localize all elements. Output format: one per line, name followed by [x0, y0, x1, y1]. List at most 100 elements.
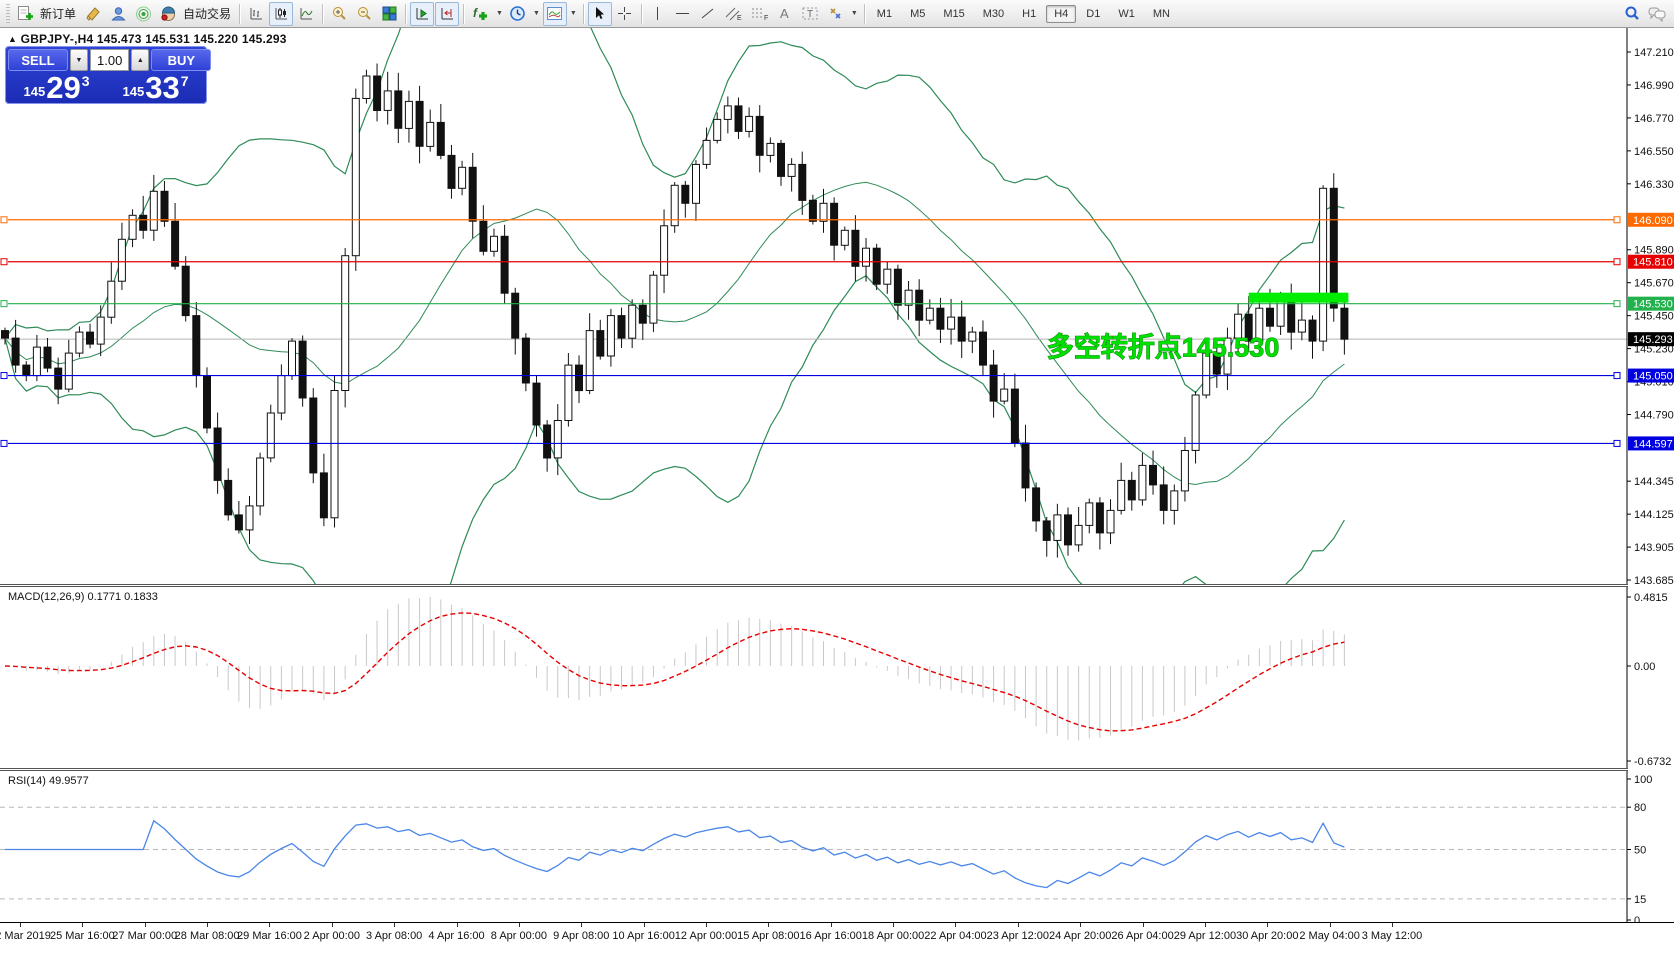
- sell-price-pips: 29: [46, 70, 81, 105]
- templates-button[interactable]: [542, 1, 567, 26]
- chart-shift-icon: [441, 8, 453, 20]
- arrows-dropdown[interactable]: ▼: [850, 10, 858, 17]
- timeframe-h1[interactable]: H1: [1022, 7, 1037, 20]
- svg-text:f: f: [473, 6, 478, 20]
- cursor-icon: [596, 7, 605, 19]
- profile-button[interactable]: [106, 2, 130, 26]
- svg-text:147.210: 147.210: [1634, 47, 1674, 59]
- macd-panel[interactable]: 0.4815 0.00 -0.6732 MACD(12,26,9) 0.1771 0.…: [0, 584, 1674, 768]
- text-letter: A: [780, 6, 789, 21]
- crosshair-icon: [618, 7, 632, 20]
- svg-text:0.4815: 0.4815: [1634, 592, 1668, 604]
- time-label: 3 May 12:00: [1361, 930, 1423, 942]
- text-tool-button[interactable]: A: [773, 2, 797, 26]
- time-tick: [893, 923, 895, 927]
- new-order-button[interactable]: [13, 2, 37, 26]
- collapse-arrow-icon[interactable]: ▲: [8, 34, 18, 44]
- timeframe-m30[interactable]: M30: [982, 7, 1005, 20]
- separator: [463, 3, 465, 24]
- arrows-icon: [830, 8, 841, 19]
- timeframe-mn[interactable]: MN: [1152, 7, 1170, 20]
- svg-text:143.905: 143.905: [1634, 542, 1674, 554]
- time-label: 24 Apr 20:00: [1048, 930, 1112, 942]
- volume-up-button[interactable]: ▲: [131, 49, 150, 71]
- svg-text:143.685: 143.685: [1634, 575, 1674, 584]
- volume-down-button[interactable]: ▼: [70, 49, 88, 71]
- time-tick: [1267, 923, 1269, 927]
- timeframe-w1[interactable]: W1: [1118, 7, 1135, 20]
- time-tick: [1142, 923, 1144, 927]
- time-tick: [82, 923, 84, 927]
- periods-button[interactable]: [506, 2, 530, 26]
- search-button[interactable]: [1620, 2, 1644, 26]
- signals-button[interactable]: [131, 2, 155, 26]
- time-label: 22 Apr 04:00: [924, 930, 987, 942]
- new-order-label[interactable]: 新订单: [40, 7, 77, 21]
- bar-chart-mode-button[interactable]: [244, 2, 268, 26]
- channel-tool-button[interactable]: E: [721, 2, 746, 26]
- fibo-tool-button[interactable]: F: [747, 2, 772, 26]
- buy-price-display[interactable]: 145 33 7: [107, 70, 204, 105]
- chart-window[interactable]: 多空转折点145.530 147.210 146.990 146.770 146.550…: [0, 28, 1674, 954]
- sell-price-display[interactable]: 145 29 3: [8, 70, 105, 105]
- buy-price-pips: 33: [145, 70, 180, 105]
- buy-button[interactable]: BUY: [151, 49, 212, 71]
- crosshair-tool-button[interactable]: [613, 2, 637, 26]
- chart-shift-button[interactable]: [435, 1, 460, 26]
- templates-dropdown[interactable]: ▼: [569, 10, 577, 17]
- zoom-out-button[interactable]: [352, 2, 376, 26]
- timeframe-m1[interactable]: M1: [876, 7, 893, 20]
- separator: [405, 3, 407, 24]
- volume-input[interactable]: 1.00: [90, 49, 130, 71]
- indicators-dropdown[interactable]: ▼: [496, 10, 503, 17]
- zoom-in-button[interactable]: [327, 2, 351, 26]
- trendline-tool-button[interactable]: [696, 2, 720, 26]
- search-icon: [1625, 6, 1639, 20]
- svg-text:144.790: 144.790: [1634, 410, 1674, 422]
- timeframe-m5[interactable]: M5: [910, 7, 926, 20]
- autotrade-button[interactable]: [156, 2, 180, 26]
- time-tick: [1329, 923, 1331, 927]
- template-icon: [547, 7, 563, 20]
- time-tick: [518, 923, 520, 927]
- svg-text:多空转折点145.530: 多空转折点145.530: [1047, 332, 1280, 363]
- toolbar-grip[interactable]: [6, 3, 10, 24]
- main-price-chart[interactable]: 多空转折点145.530 147.210 146.990 146.770 146.550…: [0, 28, 1674, 584]
- autotrade-label[interactable]: 自动交易: [183, 7, 232, 21]
- arrows-tool-button[interactable]: [824, 2, 848, 26]
- cursor-tool-button[interactable]: [587, 1, 612, 26]
- text-label-icon: T: [802, 7, 818, 20]
- label-tool-button[interactable]: T: [798, 2, 823, 26]
- rsi-panel[interactable]: 100 80 50 15 0 RSI(14) 49.9577: [0, 768, 1674, 922]
- time-tick: [456, 923, 458, 927]
- svg-text:145.670: 145.670: [1634, 278, 1674, 290]
- chat-button[interactable]: [1644, 2, 1670, 26]
- timeframe-h4[interactable]: H4: [1046, 4, 1077, 23]
- tile-windows-icon: [382, 6, 397, 21]
- periods-dropdown[interactable]: ▼: [532, 10, 540, 17]
- svg-text:15: 15: [1634, 894, 1646, 906]
- styles-button[interactable]: [81, 2, 105, 26]
- svg-text:145.810: 145.810: [1633, 257, 1673, 269]
- horizontal-line-icon: [676, 13, 690, 14]
- line-chart-mode-button[interactable]: [294, 2, 318, 26]
- clock-icon: [510, 6, 526, 21]
- candlestick-mode-button[interactable]: [269, 1, 294, 26]
- tile-windows-button[interactable]: [377, 2, 401, 26]
- ohlc-label: 145.473 145.531 145.220 145.293: [96, 32, 287, 46]
- indicators-button[interactable]: f: [468, 2, 493, 26]
- auto-scroll-button[interactable]: [410, 1, 435, 26]
- timeframe-d1[interactable]: D1: [1086, 7, 1101, 20]
- time-label: 16 Apr 16:00: [799, 930, 862, 942]
- time-tick: [830, 923, 832, 927]
- svg-text:145.890: 145.890: [1634, 245, 1674, 257]
- zoom-out-icon: [357, 7, 371, 20]
- hline-tool-button[interactable]: [671, 2, 695, 26]
- sell-price-whole: 145: [23, 84, 46, 99]
- separator: [863, 3, 865, 24]
- vline-tool-button[interactable]: [646, 2, 670, 26]
- timeframe-m15[interactable]: M15: [943, 7, 965, 20]
- sell-button[interactable]: SELL: [8, 49, 68, 71]
- svg-text:146.550: 146.550: [1634, 146, 1674, 158]
